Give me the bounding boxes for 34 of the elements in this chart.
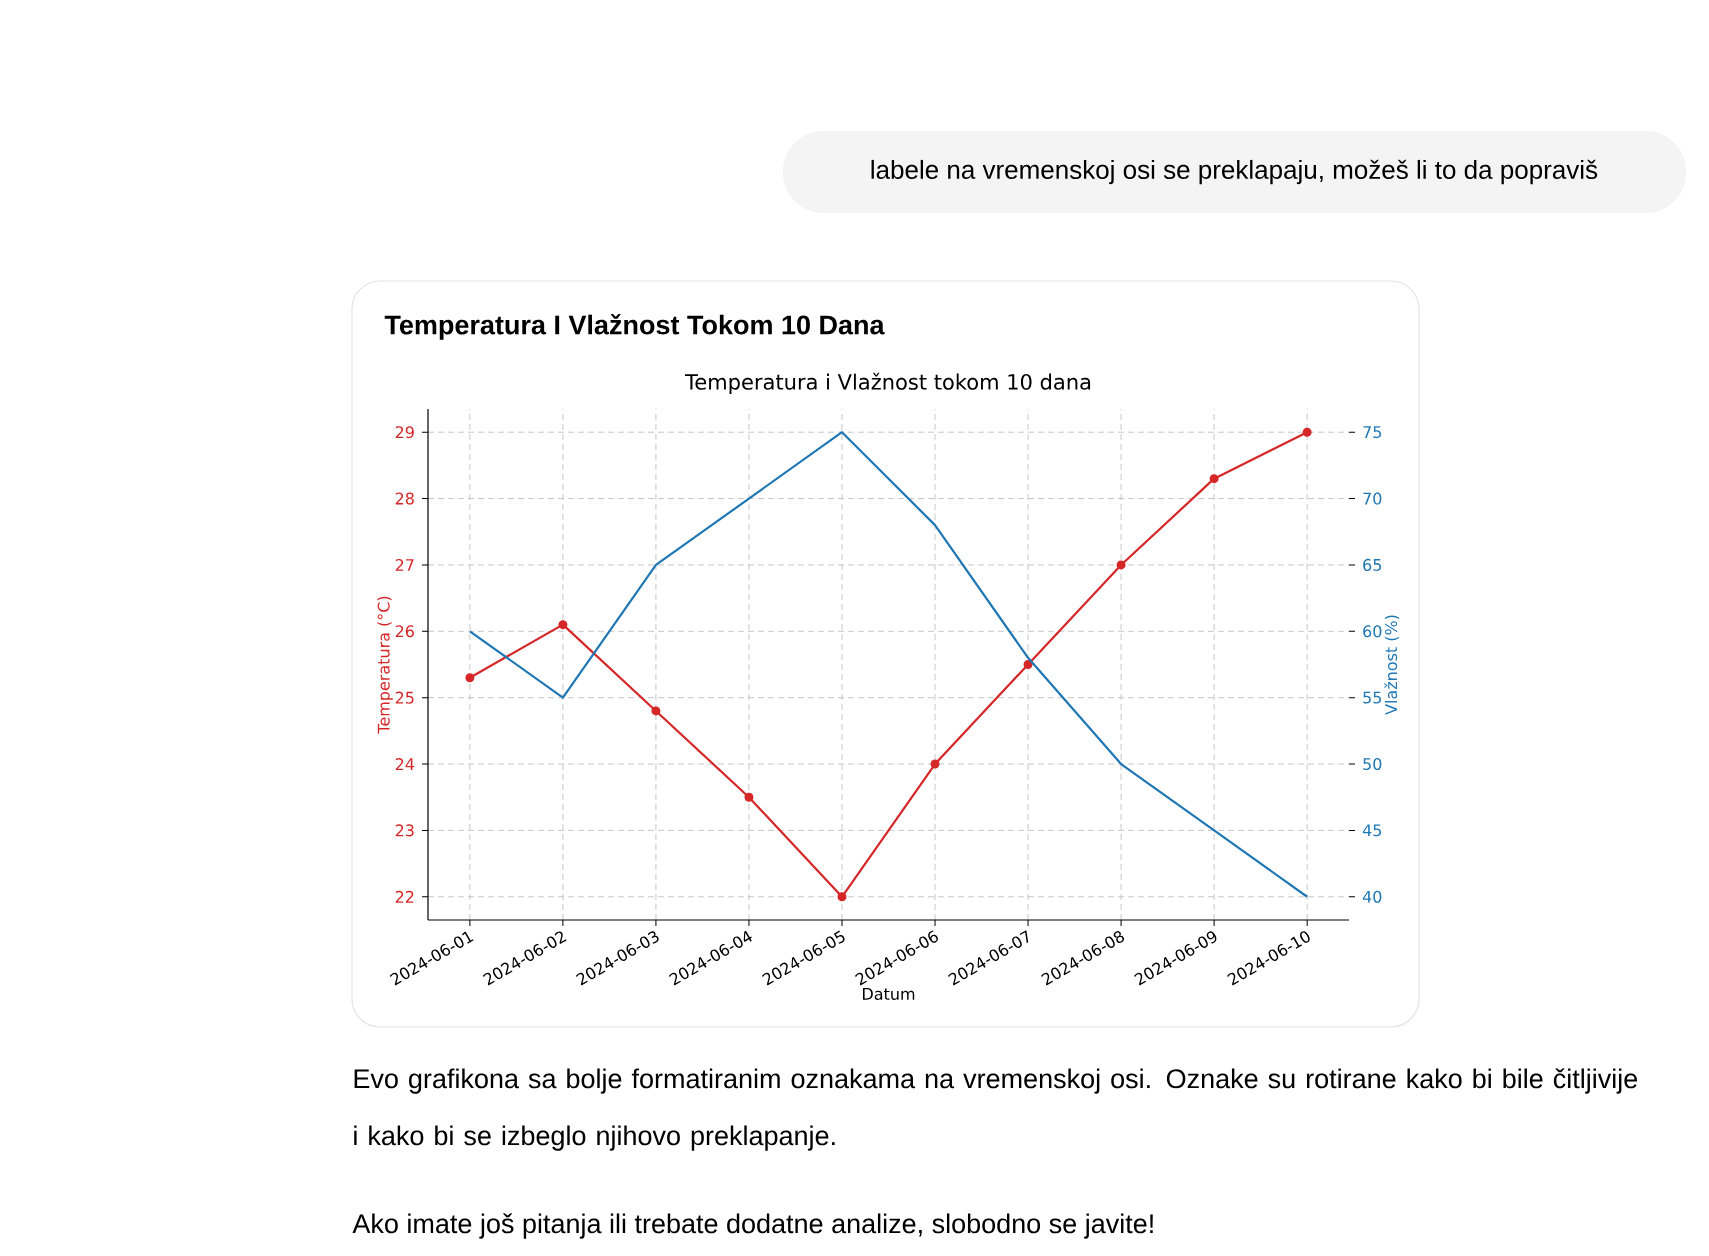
point bbox=[1302, 427, 1312, 437]
y-tick-label: 25 bbox=[395, 691, 414, 704]
y-axis-title: Temperatura (°C) bbox=[377, 596, 393, 734]
y-tick-label: 26 bbox=[395, 625, 414, 638]
y2-tick-label: 45 bbox=[1362, 824, 1382, 837]
text: labele na vremenskoj osi se preklapaju, možeš li to da popraviš bbox=[871, 159, 1598, 185]
point bbox=[837, 892, 847, 902]
y-tick-label: 23 bbox=[395, 824, 414, 837]
y-tick-label: 24 bbox=[395, 758, 415, 770]
text: Evo grafikona sa bolje formatiranim oznakama na vremenskoj osi. Oznake su rotirane kako bi bile čitljivije i kako bi se izbeglo njihovo preklapanje. bbox=[354, 1068, 1638, 1151]
y2-axis-title: Vlažnost (%) bbox=[1384, 615, 1400, 715]
y-tick-label: 28 bbox=[395, 492, 414, 505]
chart-subtitle: Temperatura i Vlažnost tokom 10 dana bbox=[684, 372, 1091, 394]
chart-title: Temperatura I Vlažnost Tokom 10 Dana bbox=[384, 314, 885, 340]
y2-tick-label: 55 bbox=[1363, 691, 1382, 704]
y-tick-label: 29 bbox=[395, 426, 414, 439]
point bbox=[1023, 659, 1033, 669]
y2-tick-label: 40 bbox=[1362, 890, 1382, 903]
point bbox=[465, 673, 475, 683]
x-axis-title: Datum bbox=[863, 988, 915, 1000]
point bbox=[744, 792, 754, 802]
y2-tick-label: 50 bbox=[1363, 757, 1382, 771]
y2-tick-label: 65 bbox=[1363, 558, 1382, 571]
point bbox=[1116, 560, 1126, 570]
point bbox=[651, 706, 661, 716]
point bbox=[1209, 474, 1219, 484]
y2-tick-label: 75 bbox=[1363, 426, 1382, 439]
y2-tick-label: 70 bbox=[1363, 492, 1382, 505]
point bbox=[930, 759, 940, 769]
y-tick-label: 22 bbox=[395, 890, 414, 903]
y-tick-label: 27 bbox=[395, 558, 414, 571]
text: Ako imate još pitanja ili trebate dodatne analize, slobodno se javite! bbox=[352, 1213, 1153, 1239]
y2-tick-label: 60 bbox=[1363, 625, 1382, 638]
point bbox=[558, 620, 568, 630]
